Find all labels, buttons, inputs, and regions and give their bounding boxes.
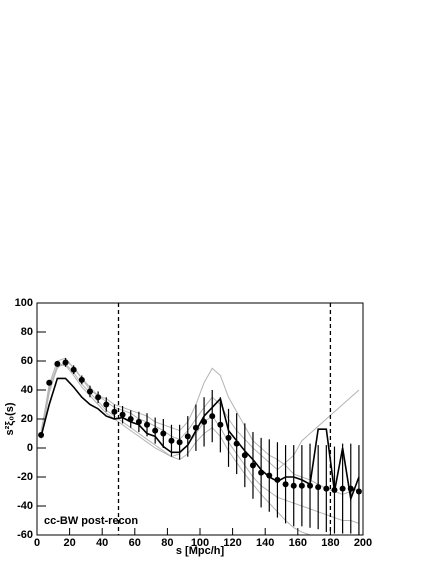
x-tick-label: 140 [256,537,274,549]
annotation: cc-BW post-recon [44,515,138,527]
data-point [225,434,232,441]
y-tick-label: -60 [17,529,33,541]
y-axis-label: s²ξ₀(s) [4,402,16,435]
mock-line [40,360,360,471]
model-line [40,377,360,502]
y-tick-label: 40 [21,384,33,396]
data-point [184,433,191,440]
data-point [54,360,61,367]
plot-area [38,303,362,535]
data-point [144,421,151,428]
y-tick-label: 80 [21,326,33,338]
y-tick-label: 100 [15,297,33,309]
data-point [168,437,175,444]
data-point [249,462,256,469]
data-point [201,418,208,425]
mock-line [40,357,360,495]
data-point [209,413,216,420]
mock-line [40,363,312,535]
mock-line [40,364,360,524]
x-tick-label: 180 [321,537,339,549]
data-point [347,485,354,492]
data-point [103,401,110,408]
data-point [339,485,346,492]
x-tick-label: 120 [223,537,241,549]
data-point [282,481,289,488]
data-point [233,440,240,447]
data-point [119,411,126,418]
data-point [266,472,273,479]
y-tick-label: 20 [21,413,33,425]
data-point [111,408,118,415]
x-tick-label: 80 [161,537,173,549]
data-point [192,424,199,431]
x-tick-label: 60 [129,537,141,549]
data-point [127,416,134,422]
data-point [217,421,224,428]
data-point [135,418,142,425]
data-point [307,482,314,489]
x-tick-label: 20 [63,537,75,549]
y-tick-label: -40 [17,500,33,512]
data-point [160,430,167,437]
x-tick-label: 200 [354,537,372,549]
data-point [38,431,45,438]
data-point [241,452,248,459]
y-tick-label: -20 [17,471,33,483]
y-tick-label: 0 [27,442,33,454]
plot-frame [36,302,364,536]
x-tick-label: 100 [191,537,209,549]
data-point [70,366,77,373]
data-point [355,488,362,495]
data-point [323,485,330,492]
x-tick-label: 0 [34,537,40,549]
data-point [46,379,53,386]
data-point [315,484,322,491]
data-point [298,482,305,489]
data-point [331,487,338,494]
data-point [62,359,69,366]
x-axis-label: s [Mpc/h] [176,545,225,557]
data-point [176,439,183,446]
data-point [290,482,297,489]
data-point [95,394,102,401]
data-point [86,388,93,395]
x-tick-label: 160 [289,537,307,549]
y-tick-label: 60 [21,355,33,367]
data-point [78,376,85,383]
x-tick-label: 40 [96,537,108,549]
data-point [152,427,159,434]
data-point [258,469,265,476]
data-point [274,476,281,483]
